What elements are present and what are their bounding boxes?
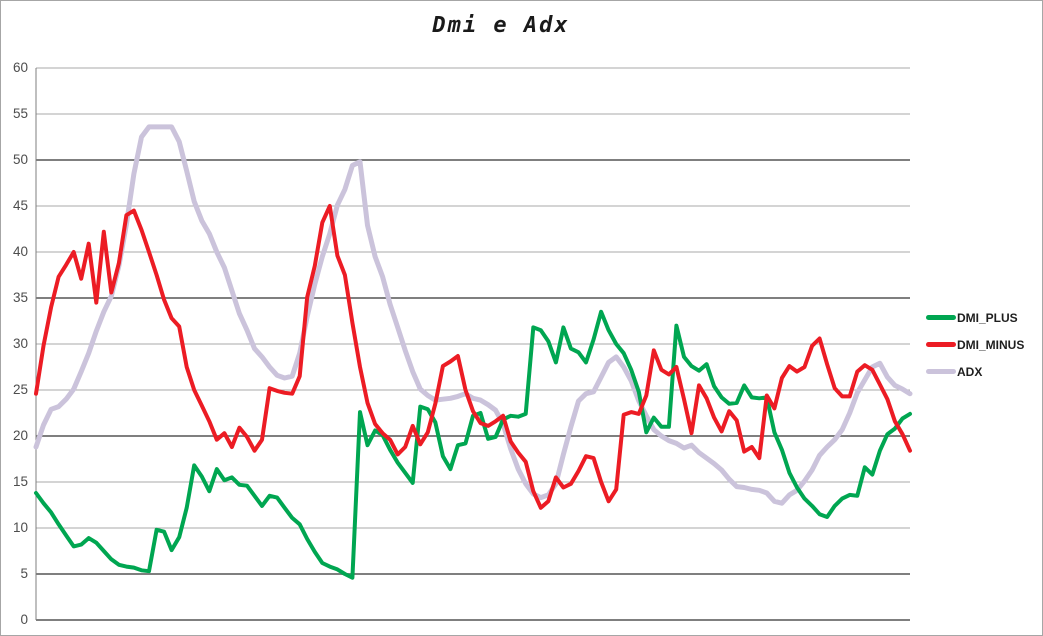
y-tick-label-50: 50 [12, 152, 28, 167]
y-tick-label-5: 5 [20, 566, 28, 581]
y-tick-label-45: 45 [12, 198, 28, 213]
series-line-dmi-minus [34, 204, 912, 510]
series-line-adx [33, 124, 913, 506]
series-line-dmi-plus [34, 309, 912, 580]
legend-swatch-dmi-plus [926, 315, 956, 320]
y-axis-labels: 60 55 50 45 40 35 30 25 20 15 10 5 0 [1, 1, 31, 635]
y-tick-label-30: 30 [12, 336, 28, 351]
y-tick-label-60: 60 [12, 60, 28, 75]
legend-swatch-adx [926, 369, 956, 374]
legend-item-dmi-minus: DMI_MINUS [926, 331, 1041, 358]
y-tick-label-40: 40 [12, 244, 28, 259]
legend-label-adx: ADX [957, 364, 983, 379]
y-tick-label-25: 25 [12, 382, 28, 397]
y-tick-label-0: 0 [20, 612, 28, 627]
legend-item-adx: ADX [926, 358, 1041, 385]
legend-swatch-dmi-minus [926, 342, 956, 347]
legend-label-dmi-minus: DMI_MINUS [957, 337, 1025, 352]
chart-title: Dmi e Adx [432, 13, 570, 38]
y-tick-label-15: 15 [12, 474, 28, 489]
y-tick-label-10: 10 [12, 520, 28, 535]
y-tick-label-35: 35 [12, 290, 28, 305]
legend: DMI_PLUS DMI_MINUS ADX [926, 304, 1041, 385]
y-tick-label-55: 55 [12, 106, 28, 121]
legend-item-dmi-plus: DMI_PLUS [926, 304, 1041, 331]
y-tick-label-20: 20 [12, 428, 28, 443]
legend-label-dmi-plus: DMI_PLUS [957, 310, 1018, 325]
